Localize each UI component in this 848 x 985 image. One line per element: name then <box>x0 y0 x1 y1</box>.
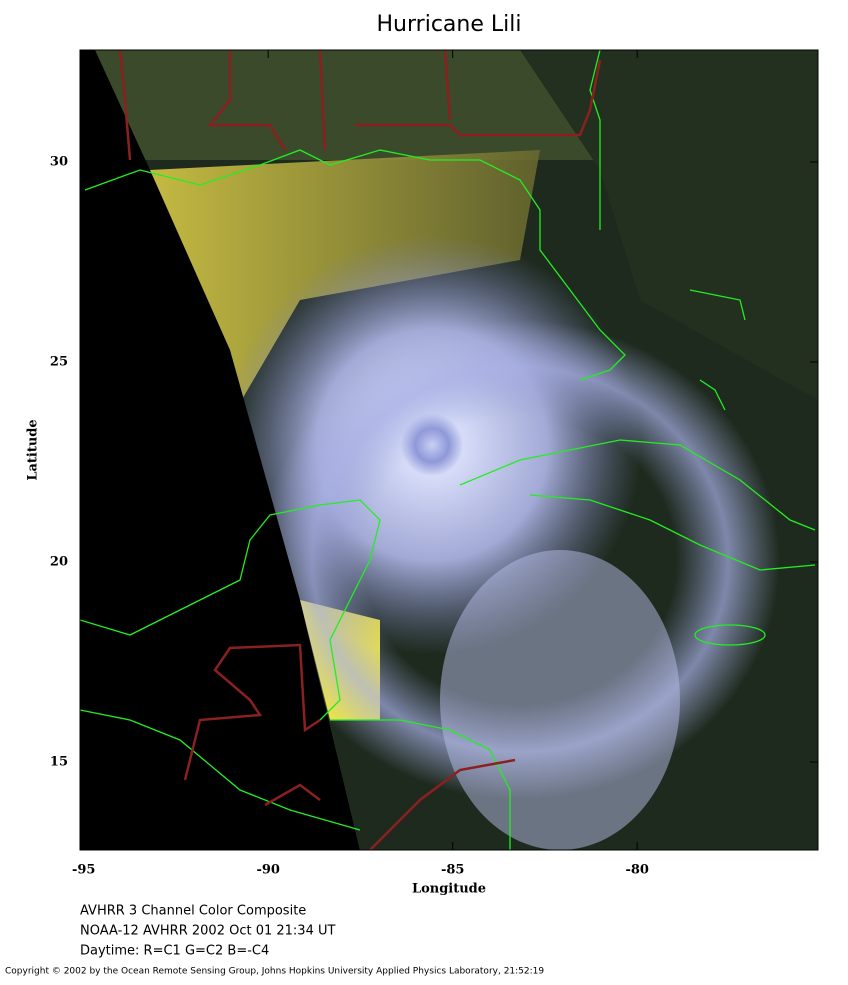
caption-line: NOAA-12 AVHRR 2002 Oct 01 21:34 UT <box>80 924 335 939</box>
y-tick-label: 30 <box>50 155 68 170</box>
y-tick-label: 15 <box>50 755 68 770</box>
x-tick-label: -80 <box>625 863 649 878</box>
y-tick-label: 25 <box>50 355 68 370</box>
y-axis-label: Latitude <box>26 419 41 480</box>
plot-frame <box>79 49 819 851</box>
x-axis-label: Longitude <box>412 882 486 897</box>
y-tick-label: 20 <box>50 555 68 570</box>
copyright: Copyright © 2002 by the Ocean Remote Sen… <box>5 967 544 977</box>
caption-line: AVHRR 3 Channel Color Composite <box>80 904 306 919</box>
x-tick-label: -90 <box>256 863 280 878</box>
x-tick-label: -95 <box>72 863 96 878</box>
chart-title: Hurricane Lili <box>377 12 522 37</box>
x-tick-label: -85 <box>441 863 465 878</box>
caption-line: Daytime: R=C1 G=C2 B=-C4 <box>80 944 269 959</box>
satellite-image <box>80 50 818 850</box>
